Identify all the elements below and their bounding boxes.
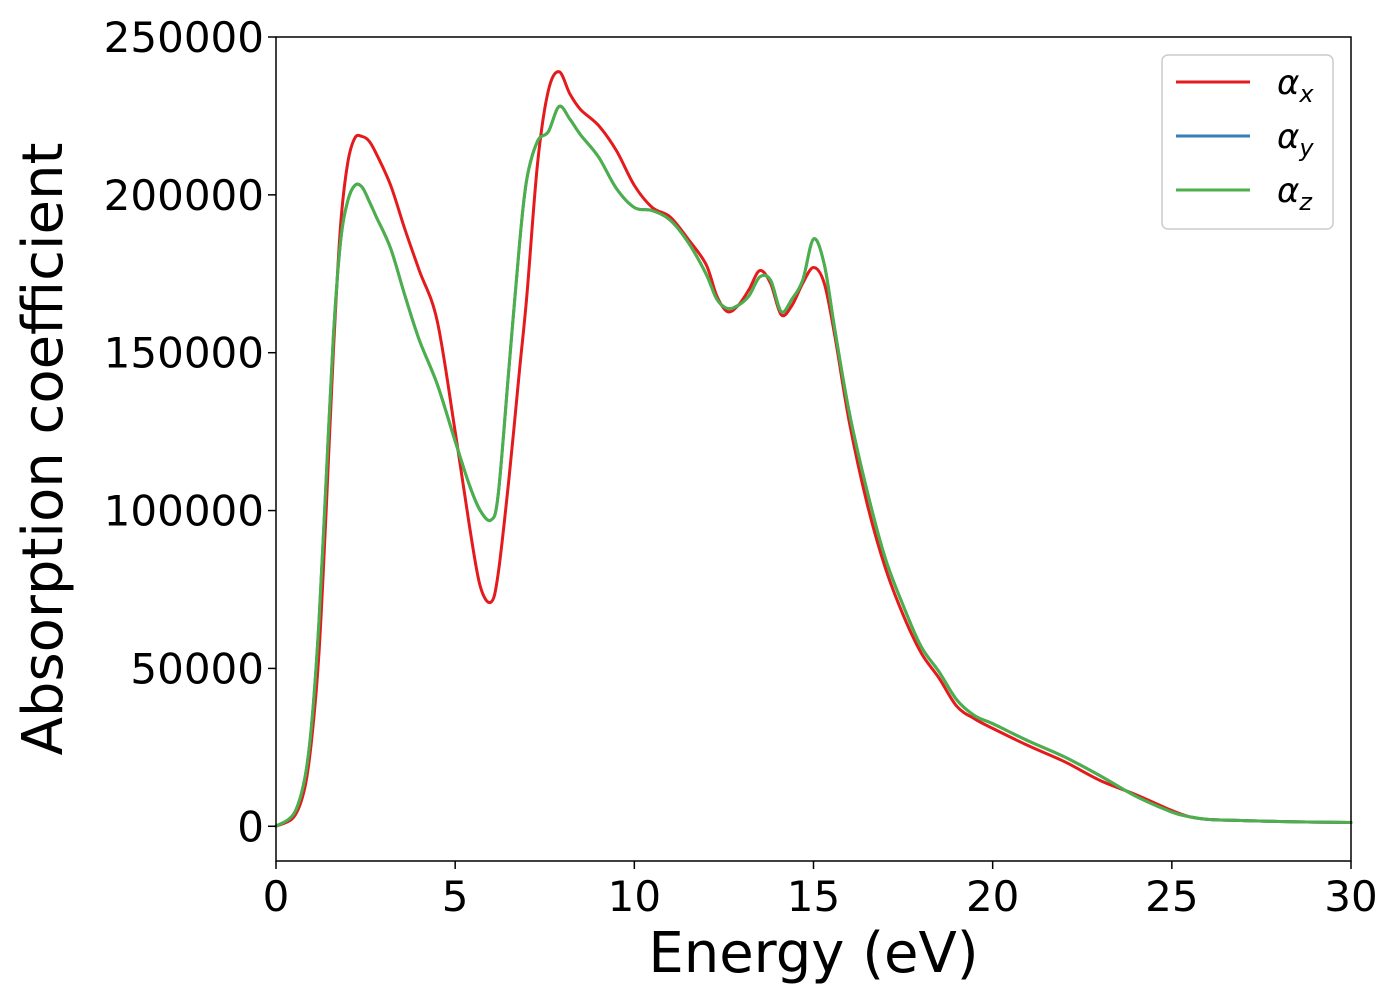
y-axis-label: Absorption coefficient: [11, 143, 76, 756]
x-tick-label: 0: [263, 872, 290, 921]
legend-label-base: α: [1277, 63, 1299, 103]
legend-label-subscript: z: [1298, 188, 1313, 216]
legend-label-subscript: y: [1298, 134, 1314, 162]
y-tick-label: 100000: [104, 487, 264, 536]
legend-label-subscript: x: [1298, 80, 1314, 108]
y-tick-label: 50000: [130, 644, 264, 693]
y-axis-ticks: 0 50000 100000 150000 200000 250000: [104, 13, 276, 851]
legend-label-base: α: [1277, 117, 1299, 157]
legend-box: [1161, 54, 1334, 230]
y-tick-label: 200000: [104, 171, 264, 220]
x-tick-label: 10: [608, 872, 661, 921]
legend-label-z: αz: [1277, 171, 1313, 216]
legend-label-base: α: [1277, 171, 1299, 211]
y-tick-label: 150000: [104, 329, 264, 378]
legend-label-y: αy: [1277, 117, 1314, 162]
y-tick-label: 0: [237, 802, 264, 851]
x-tick-label: 20: [966, 872, 1019, 921]
plot-lines: [274, 70, 1353, 828]
x-tick-label: 5: [442, 872, 469, 921]
x-axis-label: Energy (eV): [648, 921, 978, 986]
x-tick-label: 30: [1324, 872, 1377, 921]
x-tick-label: 15: [787, 872, 840, 921]
series-line-x: [274, 70, 1353, 828]
x-axis-ticks: 0 5 10 15 20 25 30: [263, 861, 1378, 921]
x-tick-label: 25: [1145, 872, 1198, 921]
y-tick-label: 250000: [104, 13, 264, 62]
series-line-z: [274, 104, 1353, 828]
legend-label-x: αx: [1277, 63, 1314, 108]
